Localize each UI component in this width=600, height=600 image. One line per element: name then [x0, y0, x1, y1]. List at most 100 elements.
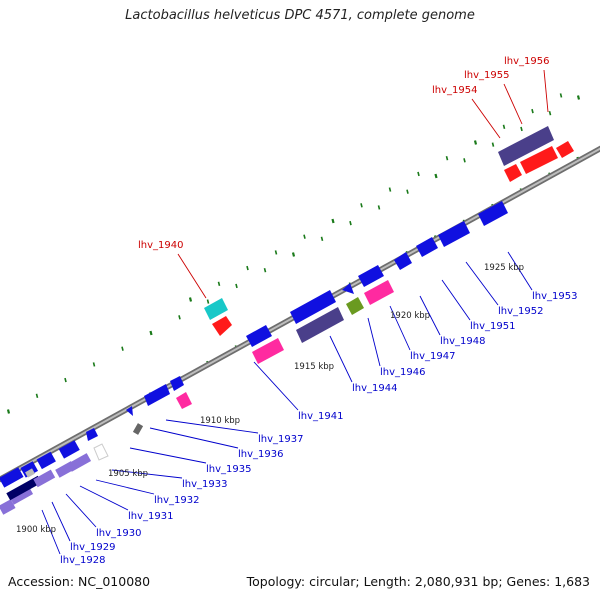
leader-line	[177, 253, 207, 299]
gene-label: lhv_1940	[138, 240, 183, 251]
scale-label: 1925 kbp	[484, 263, 524, 273]
gene-arrow	[212, 316, 232, 336]
gene-arrow	[504, 164, 522, 182]
leader-line	[129, 447, 207, 464]
tick-mark	[6, 409, 11, 414]
tick-mark	[121, 346, 124, 351]
gene-arrow	[132, 423, 144, 435]
tick-mark	[35, 393, 39, 398]
gene-arrow	[0, 467, 24, 488]
scale-label: 1905 kbp	[108, 469, 148, 479]
gene-label: lhv_1930	[96, 528, 141, 539]
leader-line	[465, 261, 499, 306]
gene-label: lhv_1929	[70, 542, 115, 553]
gene-arrow	[478, 201, 508, 226]
tick-mark	[217, 281, 221, 286]
scale-label: 1915 kbp	[294, 362, 334, 372]
tick-mark	[531, 108, 534, 114]
gene-label: lhv_1941	[298, 411, 343, 422]
gene-arrow	[20, 461, 39, 478]
gene-arrow	[252, 338, 284, 364]
gene-arrow	[498, 126, 554, 166]
gene-label: lhv_1956	[504, 56, 549, 67]
tick-mark	[178, 315, 181, 320]
tick-mark	[274, 250, 278, 255]
tick-mark	[417, 171, 420, 177]
tick-mark	[188, 297, 193, 302]
gene-label: lhv_1948	[440, 336, 485, 347]
tick-mark	[360, 203, 363, 208]
gene-arrow	[58, 440, 80, 459]
scale-label: 1900 kbp	[16, 525, 56, 535]
leader-line	[389, 305, 411, 351]
gene-label: lhv_1944	[352, 383, 397, 394]
tick-mark	[64, 377, 67, 383]
gene-label: lhv_1937	[258, 434, 303, 445]
tick-mark	[320, 236, 324, 242]
gene-label: lhv_1936	[238, 449, 283, 460]
tick-mark	[235, 283, 238, 289]
scale-labels: 1900 kbp 1905 kbp 1910 kbp 1915 kbp 1920 kbp…	[16, 263, 524, 535]
tick-mark	[377, 205, 381, 210]
gene-label: lhv_1931	[128, 511, 173, 522]
gene-arrow	[144, 384, 170, 406]
gene-arrow	[520, 146, 558, 174]
tick-mark	[246, 265, 249, 271]
gene-arrow	[438, 221, 470, 247]
tick-mark	[291, 252, 296, 257]
tick-mark	[559, 93, 563, 98]
gene-arrow	[33, 469, 56, 488]
gene-arrow	[394, 252, 412, 270]
gene-labels: lhv_1928 lhv_1929 lhv_1930 lhv_1931 lhv_1932…	[60, 56, 577, 566]
gene-arrow	[346, 297, 364, 315]
leader-line	[79, 485, 129, 511]
tick-mark	[502, 124, 506, 130]
tick-mark	[263, 268, 267, 273]
leader-line	[165, 419, 259, 434]
gene-arrow	[0, 499, 16, 515]
gene-label: lhv_1953	[532, 291, 577, 302]
gene-label: lhv_1933	[182, 479, 227, 490]
leader-line	[329, 335, 353, 383]
tick-mark	[388, 187, 392, 192]
gene-arrow	[93, 443, 109, 461]
leader-line	[441, 279, 471, 321]
map-title: Lactobacillus helveticus DPC 4571, compl…	[125, 8, 475, 23]
gene-label: lhv_1952	[498, 306, 543, 317]
gene-arrow	[246, 325, 272, 347]
tick-mark	[445, 156, 449, 161]
tick-mark	[406, 189, 409, 194]
gene-arrow	[86, 428, 98, 441]
leader-line	[149, 427, 239, 449]
gene-arrow	[25, 468, 35, 478]
gene-arrow	[342, 283, 354, 294]
tick-mark	[491, 142, 495, 147]
accession-text: Accession: NC_010080	[8, 574, 151, 589]
leader-line	[419, 295, 441, 336]
gene-label: lhv_1932	[154, 495, 199, 506]
gene-label: lhv_1935	[206, 464, 251, 475]
gene-arrow	[556, 141, 574, 158]
tick-mark	[206, 299, 210, 304]
gene-arrow	[176, 392, 192, 409]
tick-mark	[331, 218, 335, 224]
gene-arrow	[358, 265, 384, 287]
gene-arrow	[170, 376, 184, 391]
gene-arrow	[296, 307, 344, 343]
scale-label: 1910 kbp	[200, 416, 240, 426]
leader-line	[111, 469, 183, 479]
gene-label: lhv_1947	[410, 351, 455, 362]
gene-label: lhv_1928	[60, 555, 105, 566]
leader-line	[543, 69, 549, 113]
tick-mark	[303, 234, 306, 239]
scale-label: 1920 kbp	[390, 311, 430, 321]
gene-arrow	[67, 453, 92, 472]
leader-line	[253, 361, 299, 411]
gene-arrow	[36, 451, 56, 470]
tick-mark	[463, 158, 466, 163]
gene-label: lhv_1954	[432, 85, 477, 96]
gene-arrow	[126, 406, 133, 416]
leader-line	[51, 501, 71, 542]
tick-mark	[92, 362, 96, 367]
